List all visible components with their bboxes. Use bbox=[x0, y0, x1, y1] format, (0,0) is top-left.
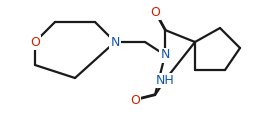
Text: O: O bbox=[130, 93, 140, 107]
Text: N: N bbox=[110, 36, 120, 49]
Text: N: N bbox=[160, 49, 170, 61]
Text: O: O bbox=[30, 36, 40, 49]
Text: NH: NH bbox=[156, 74, 175, 86]
Text: O: O bbox=[150, 5, 160, 19]
